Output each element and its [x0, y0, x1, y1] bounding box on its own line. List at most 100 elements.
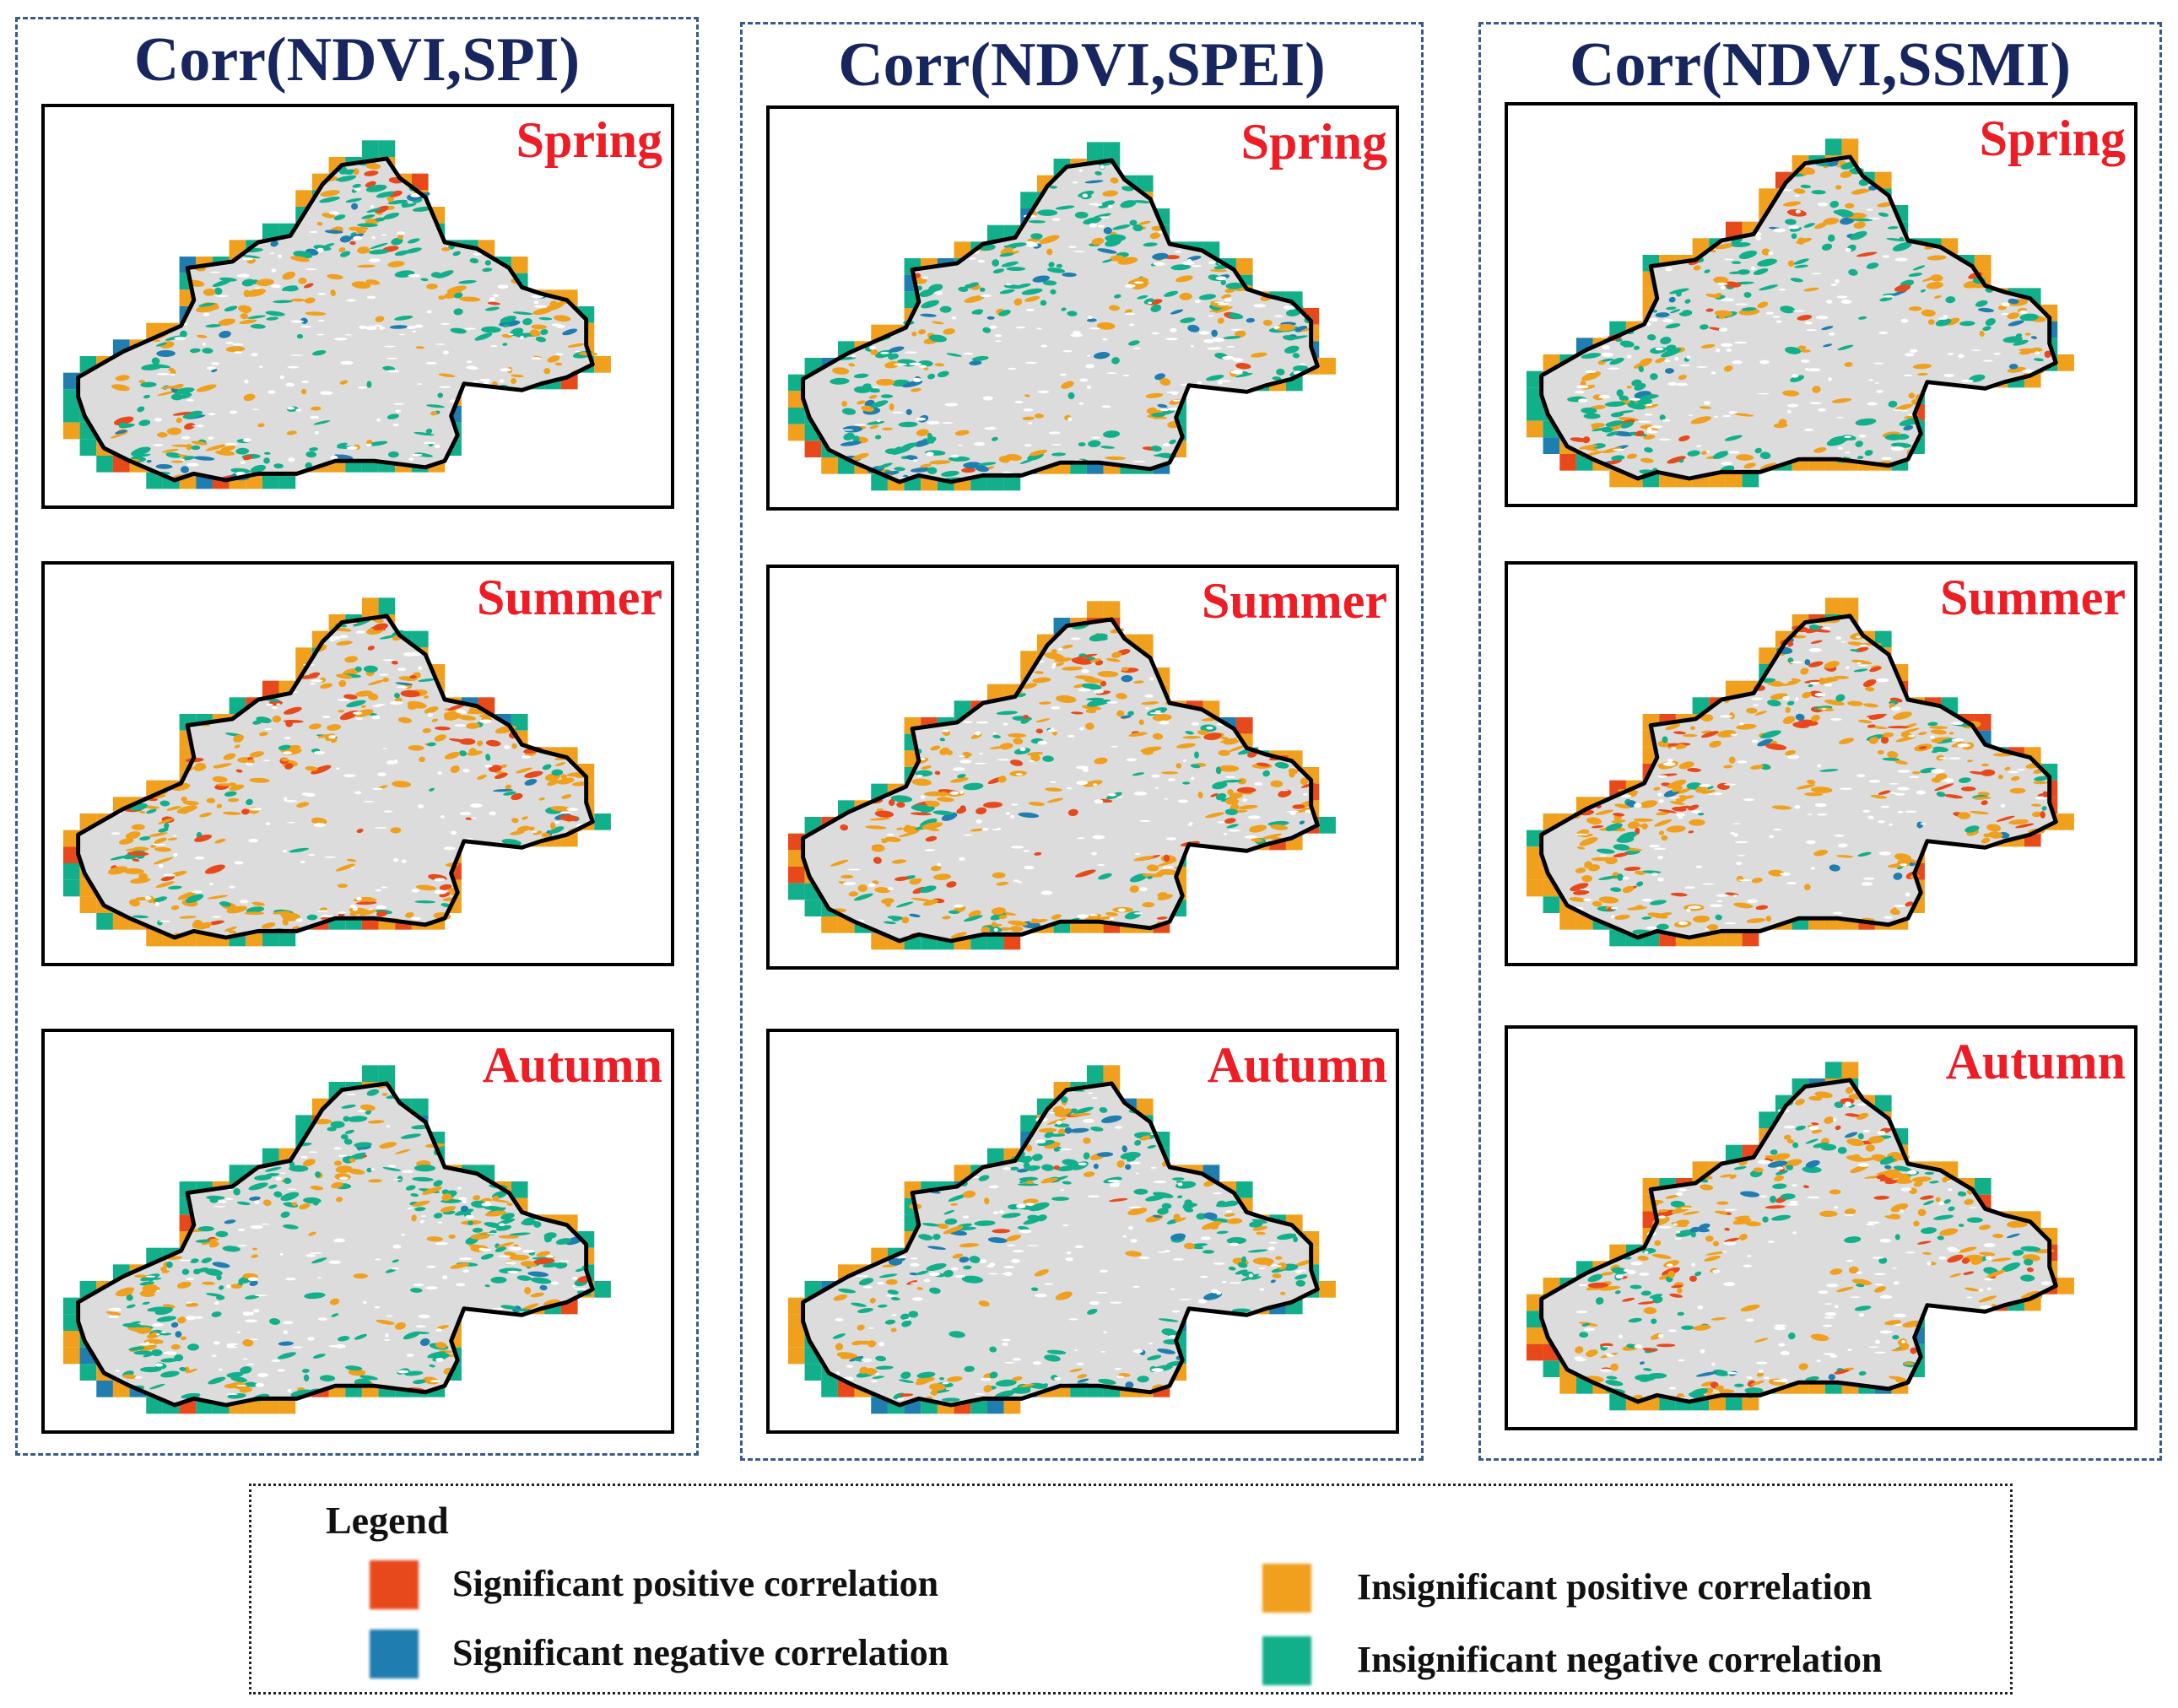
correlation-patch	[1689, 819, 1705, 826]
no-data-patch	[997, 759, 1009, 761]
correlation-patch	[1046, 1117, 1067, 1125]
correlation-patch	[1579, 1332, 1589, 1338]
correlation-patch	[1013, 298, 1023, 306]
no-data-patch	[484, 765, 493, 768]
no-data-patch	[1808, 368, 1821, 372]
no-data-patch	[921, 276, 929, 279]
correlation-patch	[336, 673, 353, 679]
no-data-patch	[1132, 1349, 1143, 1354]
correlation-patch	[547, 779, 559, 786]
grid-cell	[1526, 1311, 1543, 1327]
correlation-patch	[1067, 808, 1078, 817]
correlation-patch	[394, 1149, 411, 1154]
grid-cell	[1609, 929, 1626, 947]
grid-cell	[146, 1397, 163, 1414]
correlation-patch	[894, 467, 905, 472]
correlation-patch	[1865, 686, 1875, 692]
correlation-patch	[1853, 668, 1868, 673]
no-data-patch	[531, 357, 542, 360]
correlation-patch	[2008, 320, 2024, 327]
correlation-patch	[1083, 1137, 1091, 1144]
correlation-patch	[1051, 648, 1057, 654]
correlation-patch	[1077, 1378, 1089, 1383]
no-data-patch	[1070, 333, 1084, 338]
no-data-patch	[1879, 1238, 1892, 1243]
grid-cell	[262, 472, 279, 489]
no-data-patch	[992, 828, 1002, 831]
correlation-patch	[330, 1121, 345, 1128]
correlation-patch	[1969, 374, 1986, 382]
grid-cell	[262, 1397, 279, 1414]
correlation-patch	[1646, 334, 1656, 341]
correlation-patch	[214, 450, 235, 456]
correlation-patch	[1782, 716, 1796, 724]
no-data-patch	[1167, 407, 1180, 411]
no-data-patch	[316, 1277, 322, 1278]
season-label: Autumn	[1945, 1034, 2126, 1089]
correlation-patch	[903, 825, 920, 834]
no-data-patch	[1686, 908, 1691, 912]
correlation-patch	[1704, 269, 1711, 273]
no-data-patch	[1900, 863, 1908, 867]
no-data-patch	[1905, 892, 1910, 897]
correlation-patch	[1157, 1208, 1169, 1215]
no-data-patch	[154, 1363, 164, 1367]
season-label: Autumn	[1207, 1037, 1387, 1093]
correlation-patch	[1849, 230, 1867, 241]
grid-cell	[96, 913, 113, 930]
grid-cell	[262, 223, 279, 241]
no-data-patch	[253, 1309, 260, 1313]
correlation-patch	[424, 695, 430, 699]
correlation-patch	[1893, 873, 1903, 880]
no-data-patch	[1634, 1344, 1643, 1349]
correlation-patch	[875, 1365, 894, 1370]
map-panel-spei-summer: Summer	[766, 565, 1399, 970]
grid-cell	[1086, 601, 1104, 618]
correlation-patch	[557, 777, 575, 785]
correlation-patch	[192, 1268, 201, 1275]
correlation-patch	[1639, 1361, 1645, 1365]
correlation-patch	[869, 1297, 876, 1304]
grid-cell	[1136, 175, 1154, 192]
correlation-patch	[1675, 1230, 1694, 1237]
grid-cell	[1725, 221, 1743, 239]
correlation-patch	[1862, 678, 1877, 688]
no-data-patch	[1877, 820, 1886, 824]
correlation-patch	[452, 251, 461, 257]
correlation-patch	[1211, 329, 1218, 338]
correlation-patch	[1129, 885, 1139, 893]
no-data-patch	[426, 1265, 436, 1268]
no-data-patch	[418, 1314, 430, 1319]
correlation-patch	[257, 423, 265, 428]
no-data-patch	[434, 878, 446, 882]
no-data-patch	[1191, 722, 1200, 726]
correlation-patch	[932, 810, 954, 815]
correlation-patch	[405, 1185, 416, 1191]
no-data-patch	[1732, 823, 1741, 824]
no-data-patch	[1751, 266, 1755, 271]
no-data-patch	[328, 1260, 342, 1264]
no-data-patch	[1759, 359, 1770, 365]
correlation-patch	[1866, 262, 1879, 269]
no-data-patch	[440, 814, 445, 819]
no-data-patch	[1106, 372, 1117, 374]
correlation-patch	[1621, 1297, 1635, 1302]
no-data-patch	[887, 887, 894, 891]
correlation-patch	[1753, 1167, 1764, 1173]
correlation-patch	[1927, 255, 1947, 261]
no-data-patch	[423, 441, 436, 445]
xinjiang-map	[1526, 138, 2074, 488]
no-data-patch	[1786, 882, 1797, 885]
no-data-patch	[1008, 367, 1017, 370]
no-data-patch	[1837, 446, 1843, 450]
correlation-patch	[1270, 1279, 1276, 1284]
grid-cell	[278, 472, 296, 489]
correlation-patch	[345, 197, 362, 203]
region-fill	[78, 615, 593, 938]
correlation-patch	[1829, 1189, 1841, 1195]
correlation-patch	[998, 310, 1011, 316]
no-data-patch	[271, 284, 281, 289]
correlation-patch	[1665, 1194, 1679, 1199]
correlation-patch	[1034, 413, 1044, 419]
no-data-patch	[424, 1286, 438, 1290]
